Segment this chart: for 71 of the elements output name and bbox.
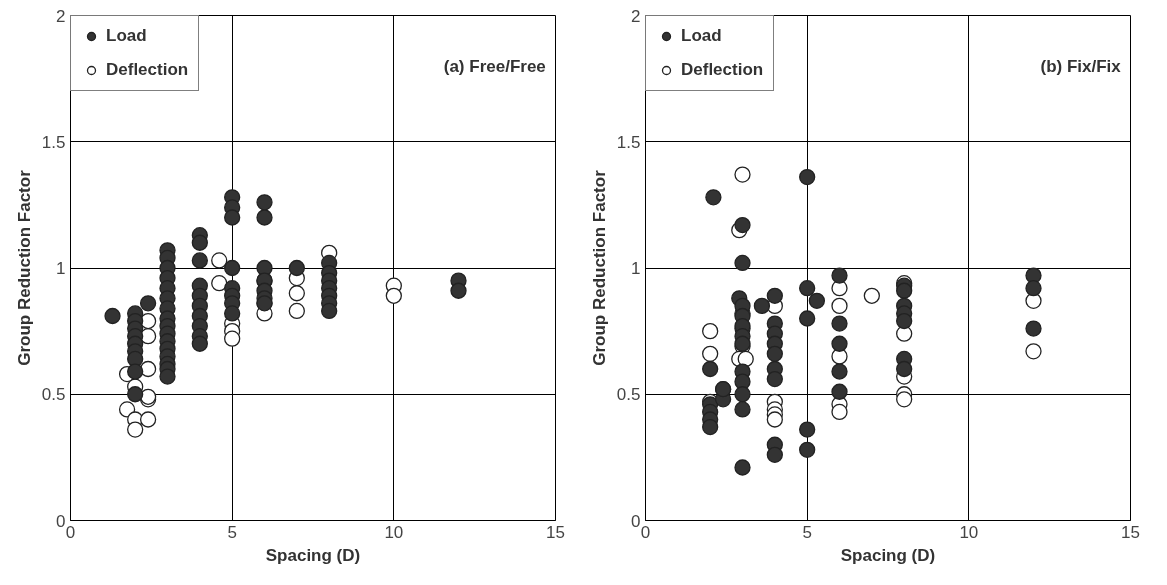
y-tick-label: 2 [631, 6, 641, 26]
point [831, 267, 848, 284]
y-tick-label: 1.5 [41, 132, 66, 152]
point [799, 441, 816, 458]
point [211, 275, 228, 292]
point [139, 411, 157, 428]
point [1025, 320, 1042, 337]
point [288, 302, 305, 320]
point [896, 391, 913, 408]
point [702, 345, 719, 362]
point [863, 287, 880, 304]
point [139, 360, 157, 378]
point [831, 383, 848, 400]
annotation: (a) Free/Free [443, 56, 546, 76]
point [766, 446, 783, 463]
point [385, 287, 402, 304]
point [1025, 280, 1042, 297]
point [734, 166, 751, 183]
point [831, 363, 848, 380]
point [734, 401, 751, 418]
x-tick-label: 10 [384, 522, 404, 542]
legend-label: Deflection [106, 60, 189, 80]
point [799, 310, 816, 327]
x-tick-label: 15 [546, 522, 565, 542]
legend-label: Load [106, 26, 147, 46]
x-tick-label: 15 [1121, 522, 1140, 542]
point [734, 459, 751, 476]
point [211, 252, 228, 269]
annotation: (b) Fix/Fix [1040, 56, 1122, 76]
x-axis-title: Spacing (D) [840, 545, 936, 565]
y-tick-label: 1.5 [616, 132, 641, 152]
point [766, 287, 783, 304]
y-tick-label: 0.5 [616, 385, 641, 405]
point [831, 335, 848, 352]
y-tick-label: 1 [631, 259, 641, 278]
point [1025, 343, 1042, 360]
point [753, 297, 771, 315]
point [799, 421, 816, 438]
point [896, 312, 913, 330]
point [705, 189, 722, 206]
point [702, 360, 719, 378]
y-axis-title: Group Reduction Factor [589, 169, 609, 366]
legend-label: Load [681, 26, 722, 46]
y-tick-label: 1 [56, 259, 66, 278]
legend-label: Deflection [681, 60, 764, 80]
y-axis-title: Group Reduction Factor [14, 169, 34, 366]
point [831, 315, 848, 332]
point [799, 168, 816, 186]
point [734, 386, 751, 403]
point [766, 345, 783, 362]
point [288, 285, 305, 302]
point [808, 292, 826, 309]
x-tick-label: 5 [802, 522, 812, 542]
point [896, 360, 913, 378]
point [702, 322, 719, 340]
point [702, 418, 719, 436]
point [766, 370, 783, 388]
point [224, 330, 241, 347]
x-tick-label: 5 [227, 522, 237, 542]
y-tick-label: 0.5 [41, 385, 66, 405]
x-axis-title: Spacing (D) [265, 545, 361, 565]
y-tick-label: 2 [56, 6, 66, 26]
point [896, 282, 913, 299]
point [127, 421, 144, 438]
point [831, 297, 848, 315]
point [766, 411, 783, 428]
point [734, 254, 751, 272]
point [831, 403, 848, 421]
point [799, 280, 816, 297]
point [734, 216, 751, 234]
x-tick-label: 10 [959, 522, 979, 542]
